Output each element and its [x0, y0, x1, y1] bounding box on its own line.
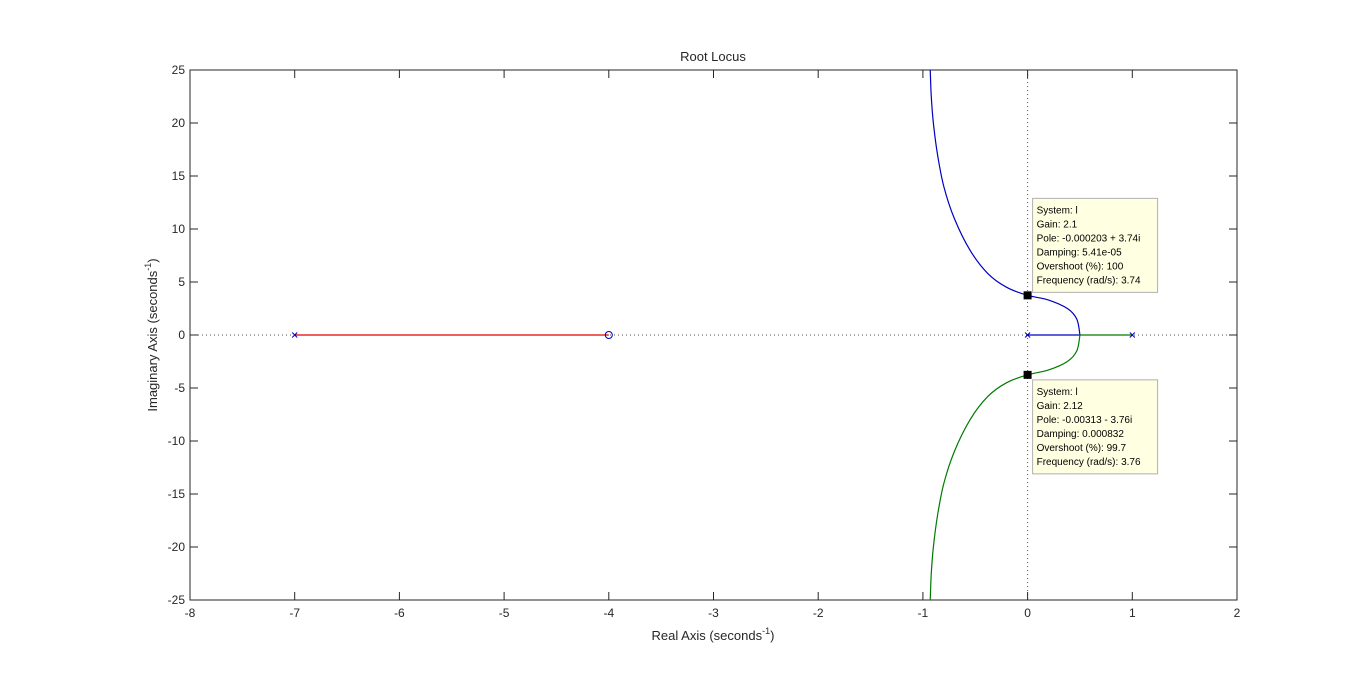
x-tick-label: 2: [1234, 606, 1241, 620]
y-tick-label: 25: [172, 63, 186, 77]
x-tick-label: 0: [1024, 606, 1031, 620]
x-tick-label: -8: [185, 606, 196, 620]
datatip-box: [1032, 379, 1159, 475]
x-tick-label: -7: [289, 606, 300, 620]
y-tick-label: 20: [172, 116, 186, 130]
pole-marker: [1129, 332, 1136, 338]
datatip-line: Damping: 0.000832: [1037, 429, 1125, 440]
y-tick-label: -5: [174, 381, 185, 395]
datatip-line: Pole: -0.000203 + 3.74i: [1037, 233, 1141, 244]
chart-title: Root Locus: [680, 49, 746, 64]
zero-marker: [604, 331, 613, 339]
datatip-line: Frequency (rad/s): 3.76: [1037, 457, 1141, 468]
x-axis-unit-superscript: -1: [762, 626, 770, 636]
x-tick-label: -2: [813, 606, 824, 620]
y-axis-label: Imaginary Axis (seconds-1): [143, 258, 160, 411]
y-tick-label: -20: [168, 540, 186, 554]
datatip-line: Overshoot (%): 99.7: [1037, 443, 1127, 454]
locus-branch-2: [929, 334, 1133, 601]
y-axis-unit-superscript: -1: [143, 263, 153, 271]
y-tick-label: -10: [168, 434, 186, 448]
x-tick-label: 1: [1129, 606, 1136, 620]
pole-zero-markers: [291, 331, 1136, 339]
datatip-line: System: l: [1037, 205, 1078, 216]
datatip-line: Gain: 2.1: [1037, 219, 1078, 230]
x-tick-label: -3: [708, 606, 719, 620]
pole-marker-stroke: [1024, 332, 1031, 338]
datatip-line: Damping: 5.41e-05: [1037, 247, 1122, 258]
x-tick-label: -6: [394, 606, 405, 620]
datatip-marker: [1023, 370, 1032, 379]
x-tick-label: -4: [603, 606, 614, 620]
datatip-0: System: l Gain: 2.1 Pole: -0.000203 + 3.74…: [1023, 197, 1159, 300]
y-tick-label: 5: [178, 275, 185, 289]
datatip-line: Frequency (rad/s): 3.74: [1037, 275, 1141, 286]
datatip-marker: [1023, 291, 1032, 300]
data-tips: System: l Gain: 2.1 Pole: -0.000203 + 3.74…: [1023, 197, 1159, 475]
tick-labels: -8 -7 -6 -5 -4 -3 -2 -1 0 1 22520151050-5-10-15-20…: [168, 63, 1241, 620]
locus-branches: [294, 69, 1133, 601]
datatip-box: [1032, 197, 1159, 293]
x-tick-label: -1: [918, 606, 929, 620]
y-tick-label: 10: [172, 222, 186, 236]
pole-marker-stroke: [291, 332, 298, 338]
pole-marker-stroke: [1129, 332, 1136, 338]
y-tick-label: -25: [168, 593, 186, 607]
x-axis-label: Real Axis (seconds-1): [652, 626, 775, 643]
y-tick-label: 0: [178, 328, 185, 342]
axis-ticks: [189, 69, 1238, 601]
datatip-line: Overshoot (%): 100: [1037, 261, 1124, 272]
datatip-line: Gain: 2.12: [1037, 401, 1084, 412]
datatip-1: System: l Gain: 2.12 Pole: -0.00313 - 3.76…: [1023, 370, 1159, 475]
datatip-line: System: l: [1037, 387, 1078, 398]
pole-marker: [1024, 332, 1031, 338]
y-tick-label: 15: [172, 169, 186, 183]
datatip-line: Pole: -0.00313 - 3.76i: [1037, 415, 1133, 426]
y-tick-label: -15: [168, 487, 186, 501]
x-tick-label: -5: [499, 606, 510, 620]
locus-branch-1: [929, 69, 1081, 336]
pole-marker: [291, 332, 298, 338]
